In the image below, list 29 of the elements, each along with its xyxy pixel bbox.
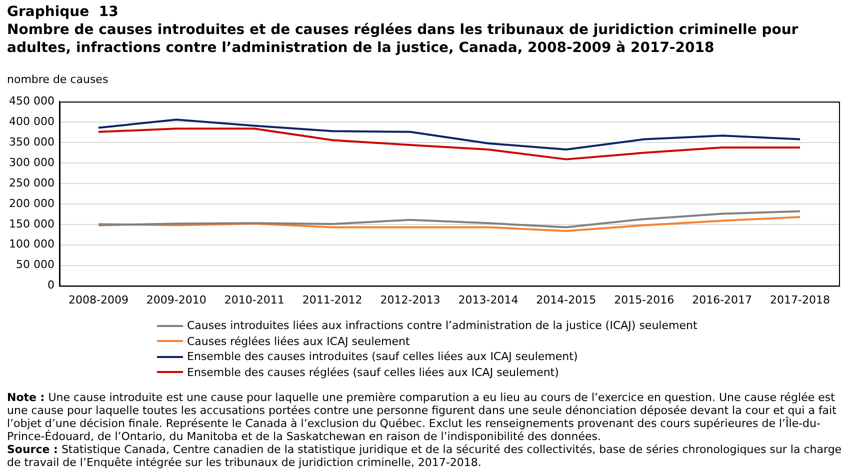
- y-tick-label: 350 000: [8, 135, 54, 148]
- y-axis-title: nombre de causes: [7, 73, 108, 86]
- x-tick-label: 2013-2014: [458, 293, 518, 306]
- x-tick-label: 2015-2016: [614, 293, 674, 306]
- legend-label: Causes introduites liées aux infractions contre l’administration de la justice (ICAJ) seulement: [187, 318, 698, 334]
- legend-label: Ensemble des causes introduites (sauf celles liées aux ICAJ seulement): [187, 349, 578, 364]
- x-tick-label: 2016-2017: [692, 293, 752, 306]
- y-tick-label: 150 000: [8, 217, 54, 230]
- x-tick-label: 2014-2015: [536, 293, 596, 306]
- legend-label: Ensemble des causes réglées (sauf celles liées aux ICAJ seulement): [187, 364, 559, 380]
- y-tick-label: 50 000: [16, 258, 54, 272]
- y-tick-label: 0: [47, 278, 54, 292]
- chart-subtitle: Nombre de causes introduites et de causes réglées dans les tribunaux de juridiction criminelle pour adultes, infractions contre l’administration de la justice, Canada, 2008-2009 à 2017-2018: [7, 21, 800, 57]
- x-tick-label: 2008-2009: [68, 293, 128, 306]
- chart-title: Graphique 13: [7, 4, 118, 21]
- x-tick-label: 2017-2018: [770, 293, 830, 306]
- legend-label: Causes réglées liées aux ICAJ seulement: [187, 334, 410, 349]
- text: Note : Une cause introduite est une cause pour laquelle une première comparution a eu lieu au cours de l’exercice en question. Une cause réglée est une cause pour laquelle toutes les accusations portées contre une personne figurent dans une seule dénonciation déposée devant la cour et qui a fait l’objet d’une décision finale. Représente le Canada à l’exclusion du Québec. Exclut les renseignements provenant des cours supérieures de l’Île-du-Prince-Édouard, de l’Ontario, du Manitoba et de la Saskatchewan en raison de l’indisponibilité des données.: [7, 391, 838, 443]
- y-tick-label: 200 000: [8, 196, 54, 210]
- source-note: Source : Statistique Canada, Centre canadien de la statistique juridique et de la sécurité des collectivités, base de séries chronologiques sur la charge de travail de l’Enquête intégrée sur les tribunaux de juridiction criminelle, 2017-2018.: [7, 443, 843, 469]
- x-tick-label: 2009-2010: [146, 293, 206, 306]
- x-tick-label: 2012-2013: [380, 293, 440, 306]
- x-tick-label: 2010-2011: [224, 293, 284, 306]
- x-tick-label: 2011-2012: [302, 293, 362, 306]
- y-tick-label: 300 000: [8, 156, 54, 169]
- y-tick-label: 400 000: [8, 114, 54, 128]
- y-tick-label: 100 000: [8, 238, 54, 251]
- y-tick-label: 450 000: [8, 94, 54, 108]
- y-tick-label: 250 000: [8, 176, 54, 190]
